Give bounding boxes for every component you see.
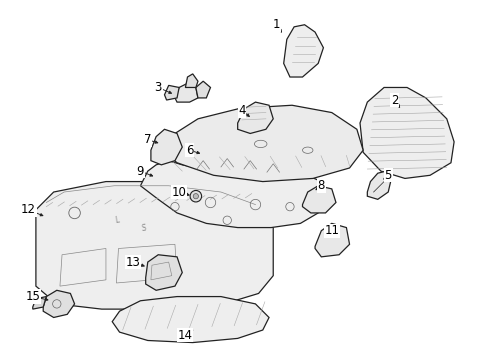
Polygon shape <box>112 297 269 343</box>
Polygon shape <box>196 81 211 98</box>
Polygon shape <box>165 105 363 181</box>
Text: 8: 8 <box>318 179 325 192</box>
Text: 12: 12 <box>21 203 36 216</box>
Text: 7: 7 <box>144 133 151 146</box>
Polygon shape <box>175 83 198 102</box>
Polygon shape <box>315 224 349 257</box>
Polygon shape <box>238 102 273 134</box>
Polygon shape <box>33 297 47 309</box>
Polygon shape <box>151 129 182 165</box>
Polygon shape <box>185 74 198 87</box>
Text: 4: 4 <box>238 104 245 117</box>
Text: 14: 14 <box>178 329 193 342</box>
Text: 11: 11 <box>324 224 339 237</box>
Text: 6: 6 <box>186 144 194 157</box>
Text: S: S <box>141 223 146 233</box>
Circle shape <box>190 190 201 202</box>
Polygon shape <box>284 25 323 77</box>
Text: L: L <box>114 216 120 225</box>
Polygon shape <box>165 85 179 100</box>
Circle shape <box>193 194 198 199</box>
Text: 9: 9 <box>137 165 144 177</box>
Text: 13: 13 <box>126 256 141 269</box>
Text: 1: 1 <box>272 18 280 31</box>
Text: 3: 3 <box>154 81 162 94</box>
Polygon shape <box>368 171 392 199</box>
Text: 10: 10 <box>172 185 187 198</box>
Polygon shape <box>36 181 273 309</box>
Polygon shape <box>43 290 74 318</box>
Polygon shape <box>141 161 329 228</box>
Text: 15: 15 <box>25 290 40 303</box>
Polygon shape <box>360 87 454 179</box>
Polygon shape <box>302 186 336 213</box>
Polygon shape <box>146 255 182 290</box>
Text: 5: 5 <box>385 169 392 182</box>
Text: 2: 2 <box>391 94 398 107</box>
